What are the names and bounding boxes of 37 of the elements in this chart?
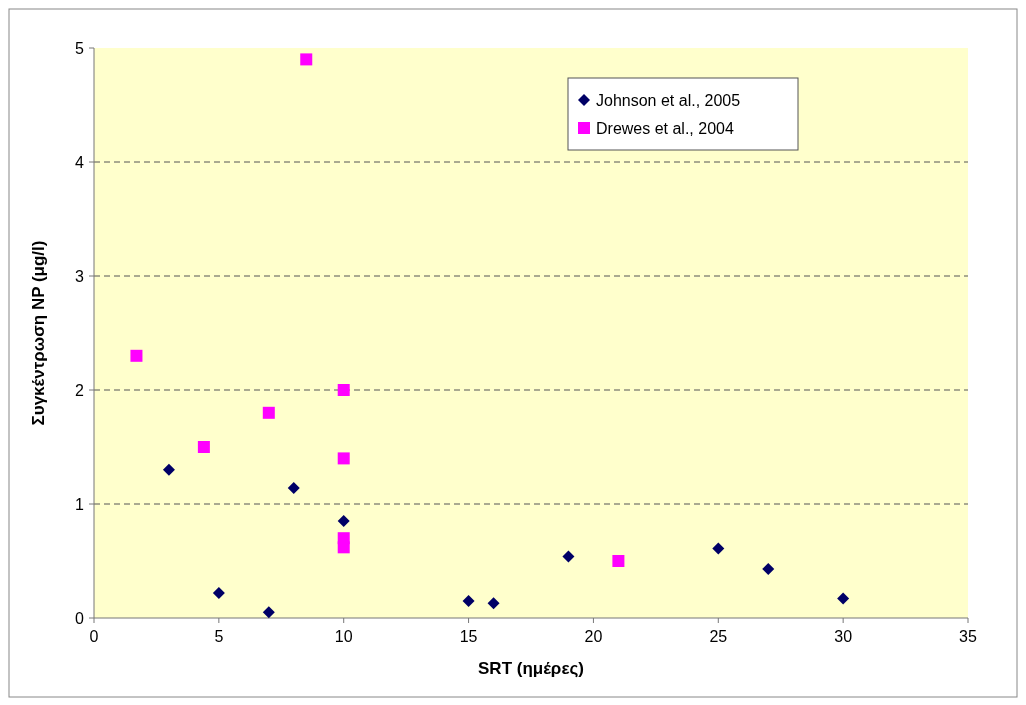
y-tick-label: 3 (75, 268, 85, 285)
y-tick-label: 0 (75, 610, 85, 627)
point (262, 406, 275, 419)
x-tick-label: 30 (834, 628, 853, 645)
x-tick-label: 15 (459, 628, 478, 645)
point (337, 452, 350, 465)
point (300, 53, 313, 66)
x-tick-label: 5 (214, 628, 224, 645)
point (462, 594, 475, 607)
y-tick-label: 5 (75, 40, 85, 57)
point (287, 482, 300, 495)
point (562, 550, 575, 563)
y-tick-label: 1 (75, 496, 85, 513)
point (837, 592, 850, 605)
point (337, 515, 350, 528)
x-tick-label: 10 (334, 628, 353, 645)
point (197, 441, 210, 453)
y-tick-label: 2 (75, 382, 85, 399)
legend-label: Drewes et al., 2004 (596, 120, 734, 137)
x-tick-label: 0 (89, 628, 99, 645)
point (262, 606, 275, 619)
point (762, 562, 775, 575)
point (712, 542, 725, 555)
x-tick-label: 35 (959, 628, 977, 645)
x-axis-title: SRT (ημέρες) (478, 659, 584, 678)
point (612, 555, 625, 567)
point (337, 384, 350, 396)
point (337, 541, 350, 554)
y-axis-title: Συγκέντρωση NP (μg/l) (29, 240, 48, 426)
y-tick-label: 4 (75, 154, 85, 171)
legend-label: Johnson et al., 2005 (596, 92, 741, 109)
point (212, 586, 225, 599)
point (162, 463, 175, 476)
point (130, 349, 143, 362)
x-tick-label: 25 (709, 628, 728, 645)
x-tick-label: 20 (584, 628, 603, 645)
point (487, 597, 500, 610)
